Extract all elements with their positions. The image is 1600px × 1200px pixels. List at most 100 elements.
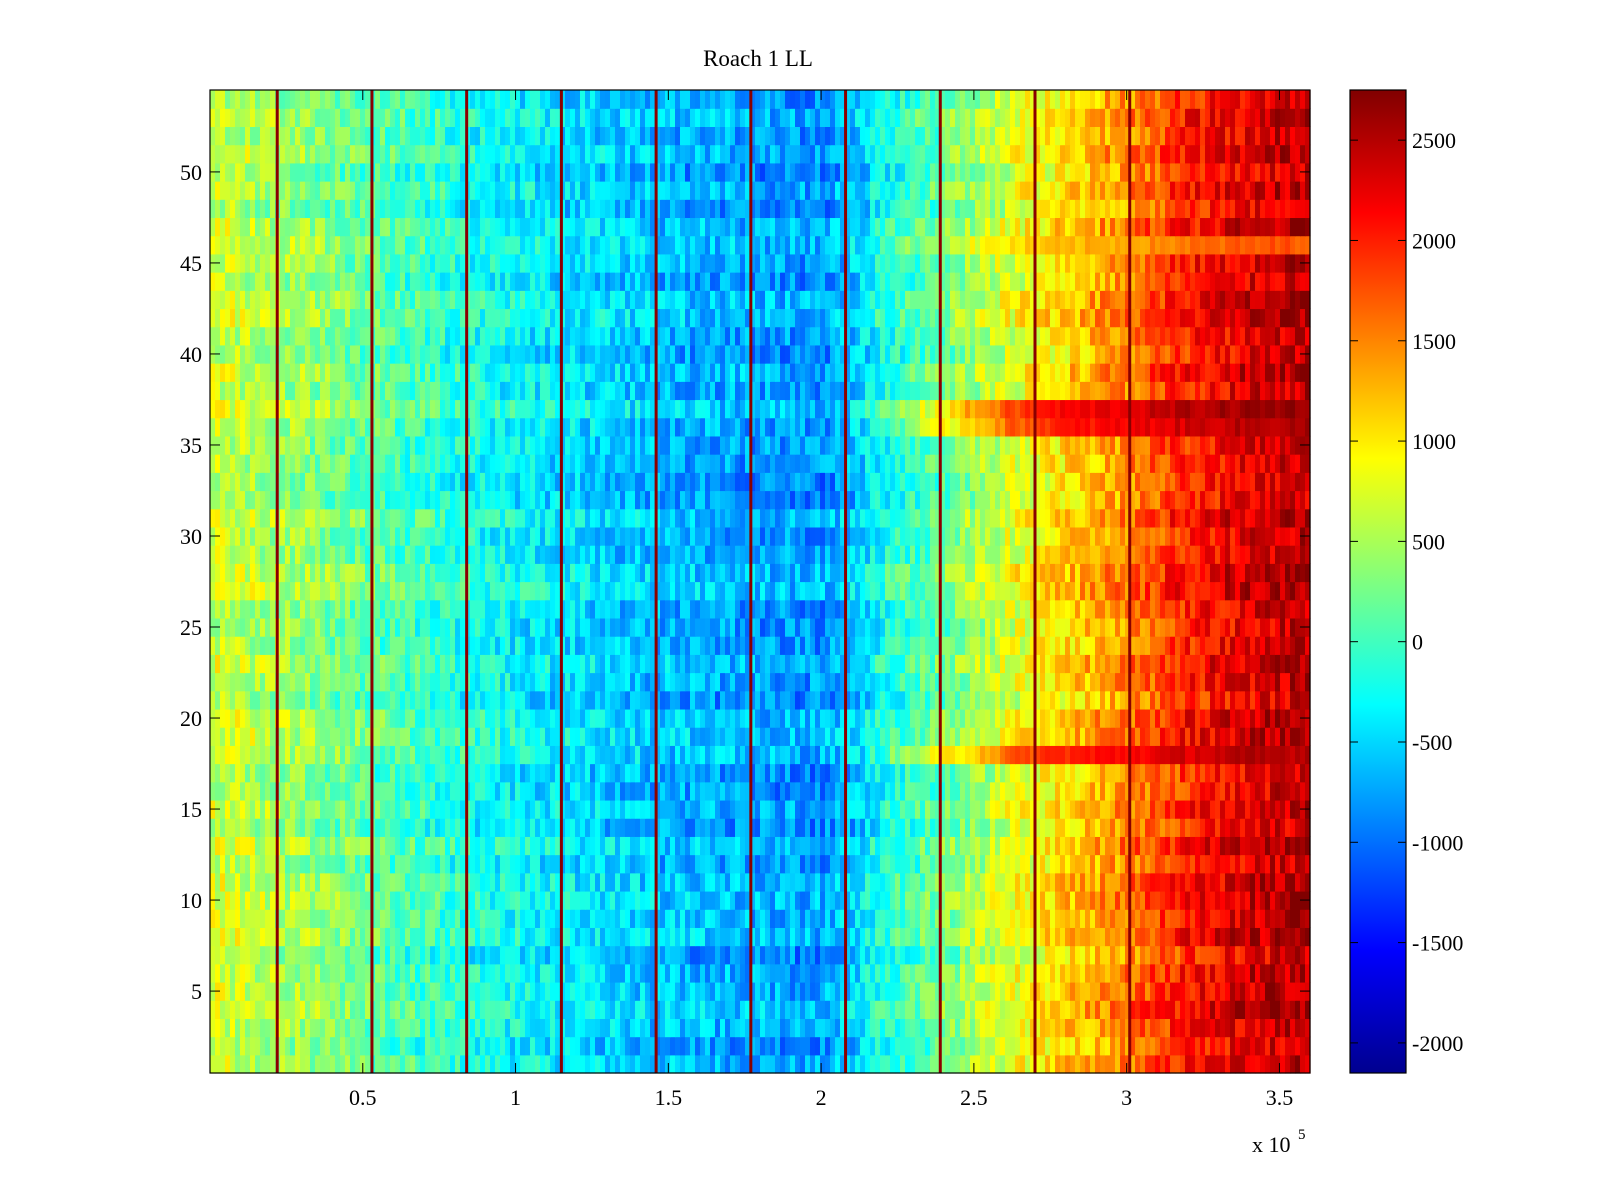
heatmap-cell (420, 818, 426, 837)
heatmap-cell (930, 708, 936, 728)
heatmap-cell (625, 927, 631, 947)
heatmap-cell (790, 1054, 796, 1074)
heatmap-cell (480, 1036, 486, 1056)
heatmap-cell (505, 672, 511, 692)
heatmap-cell (950, 654, 956, 674)
heatmap-cell (445, 654, 451, 674)
heatmap-cell (565, 690, 571, 710)
heatmap-cell (935, 836, 941, 856)
heatmap-cell (635, 1000, 641, 1019)
heatmap-cell (480, 708, 486, 728)
heatmap-cell (970, 945, 976, 965)
heatmap-cell (640, 781, 646, 801)
heatmap-cell (820, 963, 826, 983)
heatmap-cell (365, 854, 371, 874)
heatmap-cell (665, 836, 671, 856)
heatmap-cell (940, 781, 946, 801)
heatmap-cell (995, 890, 1001, 910)
heatmap-cell (1080, 890, 1086, 910)
heatmap-cell (240, 672, 246, 692)
heatmap-cell (910, 745, 916, 765)
heatmap-cell (570, 981, 576, 1001)
heatmap-cell (1190, 945, 1196, 965)
heatmap-cell (515, 890, 521, 910)
heatmap-cell (515, 763, 521, 783)
heatmap-cell (1135, 854, 1141, 874)
heatmap-cell (640, 909, 646, 928)
heatmap-cell (455, 909, 461, 928)
heatmap-cell (295, 1054, 301, 1074)
heatmap-cell (775, 909, 781, 928)
heatmap-cell (445, 927, 451, 947)
heatmap-cell (845, 708, 851, 728)
heatmap-cell (755, 909, 761, 928)
heatmap-cell (635, 981, 641, 1001)
heatmap-cell (1145, 927, 1151, 947)
heatmap-cell (1210, 963, 1216, 983)
heatmap-cell (530, 672, 536, 692)
heatmap-cell (565, 836, 571, 856)
heatmap-cell (415, 890, 421, 910)
heatmap-cell (520, 818, 526, 837)
heatmap-cell (1280, 909, 1286, 928)
heatmap-cell (1130, 836, 1136, 856)
heatmap-cell (815, 1036, 821, 1056)
heatmap-cell (1025, 909, 1031, 928)
heatmap-cell (1035, 1018, 1041, 1038)
heatmap-cell (1145, 763, 1151, 783)
heatmap-cell (925, 854, 931, 874)
heatmap-cell (420, 1054, 426, 1074)
heatmap-cell (530, 708, 536, 728)
heatmap-cell (690, 1036, 696, 1056)
heatmap-cell (1035, 836, 1041, 856)
heatmap-cell (1255, 963, 1261, 983)
heatmap-cell (1045, 890, 1051, 910)
heatmap-cell (705, 708, 711, 728)
heatmap-cell (365, 1036, 371, 1056)
heatmap-cell (400, 763, 406, 783)
heatmap-cell (1250, 1018, 1256, 1038)
heatmap-cell (1235, 799, 1241, 819)
heatmap-cell (365, 799, 371, 819)
heatmap-cell (1030, 836, 1036, 856)
heatmap-cell (460, 836, 466, 856)
heatmap-cell (510, 890, 516, 910)
heatmap-cell (850, 672, 856, 692)
heatmap-cell (235, 854, 241, 874)
heatmap-cell (1230, 708, 1236, 728)
heatmap-cell (815, 981, 821, 1001)
heatmap-cell (940, 690, 946, 710)
heatmap-cell (885, 708, 891, 728)
heatmap-cell (535, 781, 541, 801)
heatmap-cell (565, 1054, 571, 1074)
heatmap-cell (775, 836, 781, 856)
heatmap-cell (710, 654, 716, 674)
heatmap-cell (935, 1000, 941, 1019)
heatmap-cell (300, 690, 306, 710)
heatmap-cell (745, 763, 751, 783)
heatmap-cell (640, 690, 646, 710)
heatmap-cell (1240, 708, 1246, 728)
heatmap-cell (1000, 818, 1006, 837)
heatmap-cell (520, 909, 526, 928)
heatmap-cell (840, 854, 846, 874)
heatmap-cell (215, 872, 221, 892)
heatmap-cell (485, 890, 491, 910)
heatmap-cell (625, 872, 631, 892)
heatmap-cell (230, 909, 236, 928)
heatmap-cell (820, 909, 826, 928)
heatmap-cell (500, 854, 506, 874)
heatmap-cell (395, 763, 401, 783)
heatmap-cell (520, 1054, 526, 1074)
heatmap-cell (325, 909, 331, 928)
heatmap-cell (940, 872, 946, 892)
heatmap-cell (640, 981, 646, 1001)
heatmap-cell (245, 1036, 251, 1056)
heatmap-cell (1010, 708, 1016, 728)
heatmap-cell (240, 781, 246, 801)
heatmap-cell (1215, 872, 1221, 892)
heatmap-cell (700, 1018, 706, 1038)
heatmap-cell (415, 672, 421, 692)
heatmap-cell (440, 963, 446, 983)
heatmap-cell (590, 1018, 596, 1038)
